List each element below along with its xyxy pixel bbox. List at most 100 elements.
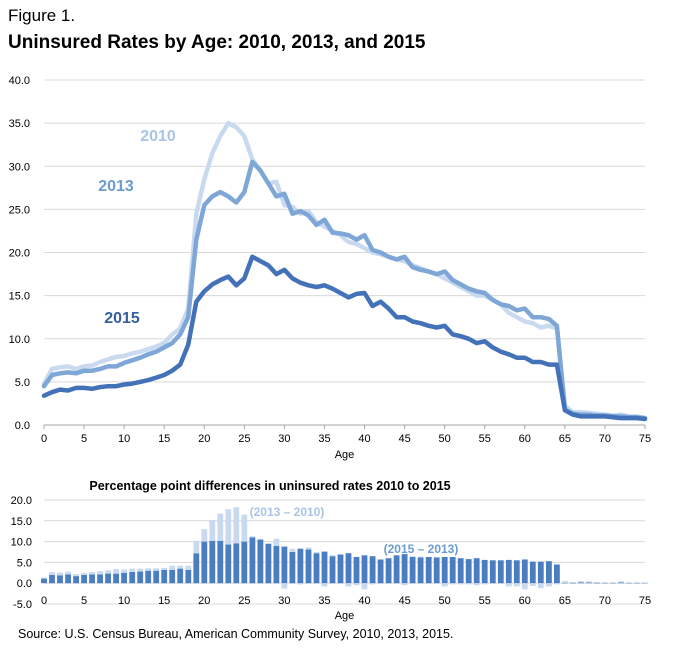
bar-2015-2013: [393, 555, 400, 584]
bar-2013-2010: [105, 570, 111, 574]
bar-2015-2013: [121, 572, 127, 584]
bar-2013-2010: [505, 583, 512, 587]
x-tick-label: 20: [198, 595, 210, 607]
bar-2013-2010: [81, 572, 87, 575]
x-tick-label: 0: [41, 595, 47, 607]
bar-2013-2010: [49, 572, 55, 575]
bar-2015-2013: [425, 557, 432, 584]
bar-2015-2013: [305, 549, 312, 584]
y-tick-label: 35.0: [9, 118, 30, 130]
bar-2015-2013: [169, 569, 176, 584]
bar-2013-2010: [193, 540, 200, 554]
bar-2015-2013: [554, 564, 560, 584]
bar-2015-2013: [129, 572, 136, 584]
x-tick-label: 50: [439, 595, 451, 607]
bar-2013-2010: [305, 547, 312, 550]
difference-chart-axes: -5.0 0.0 5.0 10.0 15.0 20.0 0 5 10 15 20 25 30 35 40 45…: [11, 495, 652, 611]
bar-2013-2010: [217, 513, 224, 541]
bar-2013-2010: [249, 536, 256, 538]
bar-2013-2010: [313, 552, 320, 554]
y-tick-label: 20.0: [11, 495, 32, 507]
bar-2013-2010: [513, 583, 520, 587]
bar-2013-2010: [377, 583, 384, 584]
bar-2015-2013: [634, 582, 640, 584]
bar-2013-2010: [65, 571, 71, 575]
bar-2013-2010: [73, 574, 79, 577]
x-tick-label: 60: [519, 595, 531, 607]
bar-2015-2013: [521, 559, 528, 584]
bar-2013-2010: [481, 583, 488, 585]
bar-2013-2010: [41, 577, 47, 579]
bar-2015-2013: [137, 571, 144, 584]
bar-2015-2013: [225, 544, 232, 584]
x-tick-label: 75: [639, 433, 651, 445]
y-tick-label: 10.0: [11, 537, 32, 549]
bar-2015-2013: [529, 561, 536, 584]
bar-2013-2010: [409, 556, 416, 557]
x-tick-label: 15: [158, 433, 170, 445]
bar-2015-2013: [73, 576, 79, 584]
bar-2015-2013: [618, 582, 624, 584]
bar-2015-2013: [594, 582, 600, 584]
bar-2013-2010: [578, 581, 584, 583]
source-note: Source: U.S. Census Bureau, American Com…: [18, 627, 454, 641]
x-tick-label: 65: [559, 433, 571, 445]
bar-2015-2013: [297, 548, 304, 584]
bar-2013-2010: [594, 582, 600, 583]
bar-2013-2010: [289, 548, 296, 552]
x-tick-label: 55: [479, 595, 491, 607]
bar-2013-2010: [121, 569, 127, 573]
bar-2013-2010: [562, 581, 568, 583]
bar-2013-2010: [449, 583, 456, 585]
x-tick-label: 60: [519, 433, 531, 445]
x-tick-label: 20: [198, 433, 210, 445]
bar-2015-2013: [337, 554, 344, 584]
series-line-2010: [41, 120, 648, 421]
bar-2015-2013: [89, 574, 95, 584]
bar-2015-2013: [385, 558, 392, 584]
bar-2013-2010: [209, 520, 216, 541]
bar-2015-2013: [281, 546, 288, 584]
bar-2013-2010: [401, 583, 408, 586]
bar-2015-2013: [313, 553, 320, 584]
bar-2015-2013: [353, 557, 360, 584]
bar-2015-2013: [537, 561, 544, 584]
bar-2015-2013: [473, 558, 480, 584]
bar-2015-2013: [145, 570, 152, 584]
x-tick-label: 35: [318, 433, 330, 445]
x-tick-label: 70: [599, 595, 611, 607]
bar-2013-2010: [618, 581, 624, 583]
bar-2015-2013: [289, 552, 296, 584]
bar-2015-2013: [57, 575, 63, 584]
bar-2015-2013: [481, 559, 488, 584]
x-tick-label: 15: [158, 595, 170, 607]
y-tick-label: -5.0: [13, 599, 32, 611]
bar-2015-2013: [177, 568, 184, 584]
diff-label-2013-2010: (2013 – 2010): [250, 505, 325, 519]
x-tick-label: 30: [278, 433, 290, 445]
y-tick-label: 40.0: [9, 75, 30, 87]
main-chart-axes: 0.0 5.0 10.0 15.0 20.0 25.0 30.0 35.0 40.0 0 5 10 15…: [9, 75, 652, 445]
bar-2015-2013: [626, 582, 632, 584]
difference-x-axis-label: Age: [335, 610, 355, 622]
bar-2013-2010: [586, 581, 592, 583]
bar-2013-2010: [473, 583, 480, 586]
bar-2015-2013: [361, 555, 368, 584]
bar-2013-2010: [145, 568, 152, 571]
bar-2015-2013: [610, 582, 616, 584]
y-tick-label: 0.0: [15, 420, 30, 432]
bar-2015-2013: [377, 559, 384, 584]
bar-2013-2010: [201, 529, 208, 542]
bar-2015-2013: [417, 557, 424, 584]
bar-2013-2010: [57, 572, 63, 576]
bar-2015-2013: [602, 582, 608, 584]
main-x-axis-label: Age: [335, 449, 355, 461]
x-tick-label: 5: [81, 433, 87, 445]
bar-2015-2013: [457, 558, 464, 584]
y-tick-label: 15.0: [11, 516, 32, 528]
bar-2015-2013: [217, 540, 224, 584]
bar-2015-2013: [153, 570, 160, 584]
bar-2013-2010: [89, 572, 95, 575]
bar-2013-2010: [529, 583, 536, 587]
